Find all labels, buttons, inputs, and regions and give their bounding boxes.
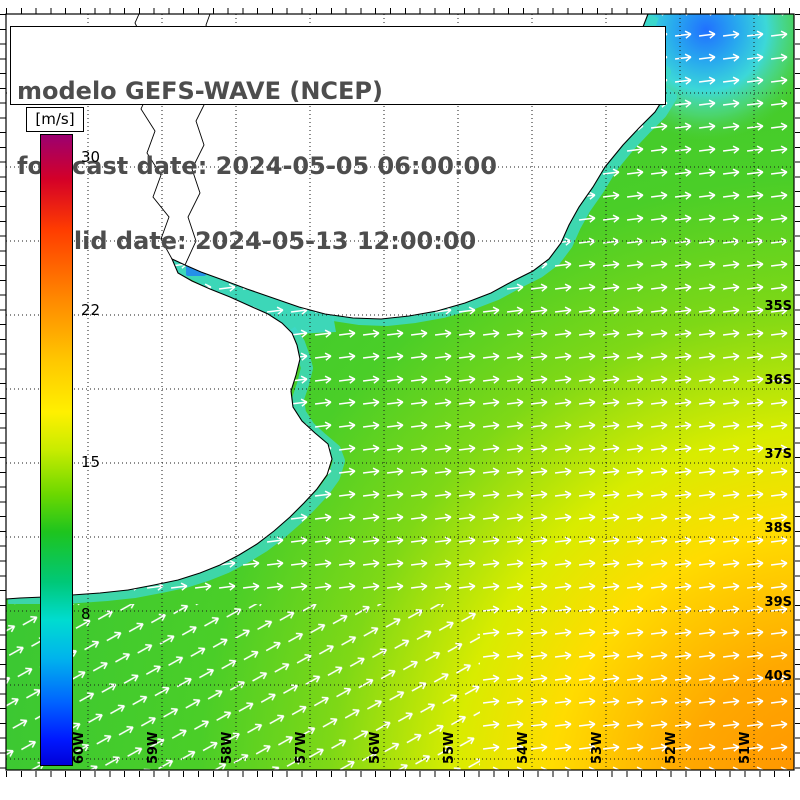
lon-label-59w: 59W — [146, 731, 161, 764]
colorbar-unit-label: [m/s] — [26, 107, 84, 132]
lon-label-60w: 60W — [72, 731, 87, 764]
tick-marks-right — [795, 14, 800, 770]
lon-label-58w: 58W — [220, 731, 235, 764]
lon-label-51w: 51W — [738, 731, 753, 764]
lat-label-36s: 36S — [764, 373, 792, 388]
colorbar-tick-30: 30 — [81, 148, 101, 166]
lat-label-38s: 38S — [764, 521, 792, 536]
colorbar-tick-15: 15 — [81, 453, 101, 471]
colorbar-gradient — [40, 134, 73, 766]
coastline — [5, 13, 666, 600]
lat-label-35s: 35S — [764, 299, 792, 314]
lon-label-55w: 55W — [442, 731, 457, 764]
map-frame — [5, 13, 795, 771]
model-title: modelo GEFS-WAVE (NCEP) — [17, 77, 383, 105]
lon-label-54w: 54W — [516, 731, 531, 764]
title-block: modelo GEFS-WAVE (NCEP) forecast date: 2… — [10, 26, 666, 254]
tick-marks-left — [0, 14, 6, 770]
colorbar-tick-22: 22 — [81, 301, 101, 319]
tick-marks-bottom — [6, 771, 794, 777]
wind-arrows-northeast — [6, 604, 480, 770]
lat-label-37s: 37S — [764, 447, 792, 462]
lat-label-40s: 40S — [764, 669, 792, 684]
colorbar-tick-8: 8 — [81, 605, 91, 623]
lat-label-39s: 39S — [764, 595, 792, 610]
tick-marks-top — [6, 8, 794, 14]
forecast-date-line: forecast date: 2024-05-05 06:00:00 — [17, 152, 497, 180]
lon-label-53w: 53W — [590, 731, 605, 764]
lon-label-56w: 56W — [368, 731, 383, 764]
lon-label-52w: 52W — [664, 731, 679, 764]
valid-date-line: valid date: 2024-05-13 12:00:00 — [17, 227, 477, 255]
lon-label-57w: 57W — [294, 731, 309, 764]
